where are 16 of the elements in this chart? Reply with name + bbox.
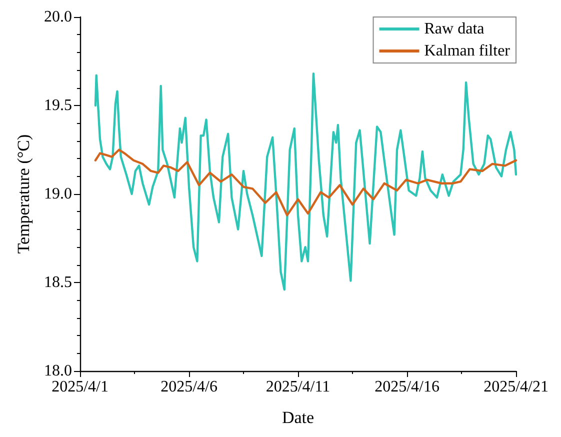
x-tick-label: 2025/4/11 [266, 378, 330, 396]
x-tick-label: 2025/4/16 [374, 378, 440, 396]
y-tick-label: 19.0 [44, 186, 72, 202]
y-tick-label: 18.0 [44, 362, 72, 380]
y-tick-label: 20.0 [44, 8, 72, 26]
x-tick-label: 2025/4/6 [160, 378, 218, 396]
x-tick-label: 2025/4/1 [52, 378, 108, 396]
y-tick-label: 18.5 [44, 274, 72, 291]
x-axis-title: Date [282, 408, 314, 427]
y-axis-title: Temperature (°C) [14, 134, 33, 254]
line-series [94, 72, 518, 291]
y-tick-label: 19.5 [44, 97, 72, 114]
x-tick-label: 2025/4/21 [484, 378, 548, 396]
line-series [94, 148, 518, 216]
legend-label: Raw data [424, 20, 484, 38]
legend-label: Kalman filter [424, 42, 511, 60]
